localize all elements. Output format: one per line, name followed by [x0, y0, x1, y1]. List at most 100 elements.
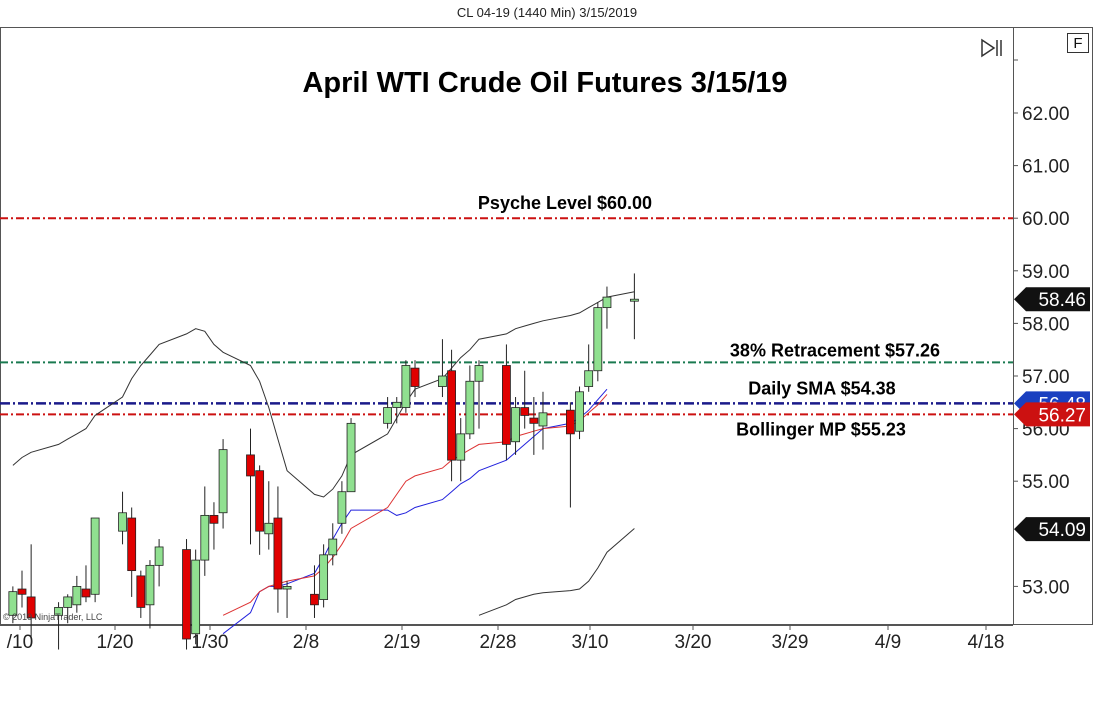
y-tick-label: 58.00: [1022, 314, 1070, 335]
candle: [145, 560, 155, 629]
x-tick-label: 3/29: [772, 632, 809, 653]
candle: [154, 539, 164, 587]
play-to-end-icon[interactable]: [980, 38, 1004, 58]
x-tick-label: 1/20: [97, 632, 134, 653]
candle-body-down: [136, 575, 146, 608]
candle-body-up: [456, 433, 466, 461]
price-tag-black: 58.46: [1014, 287, 1090, 312]
candle-body-up: [401, 365, 411, 408]
candle-body-up: [8, 591, 18, 616]
y-tick-label: 60.00: [1022, 209, 1070, 230]
candle: [264, 481, 274, 550]
candle-body-up: [465, 380, 475, 435]
candle: [273, 486, 283, 613]
candle-body-down: [255, 470, 265, 532]
price-tag-shape: [1014, 402, 1090, 427]
x-tick-label: 4/18: [968, 632, 1005, 653]
sma-line: [222, 388, 608, 635]
candle: [8, 586, 18, 624]
candle: [319, 544, 329, 608]
candle-body-up: [438, 375, 447, 387]
watermark: © 2019 NinjaTrader, LLC: [3, 612, 103, 622]
y-tick-label: 59.00: [1022, 262, 1070, 283]
candle: [593, 302, 603, 382]
y-tick-label: 55.00: [1022, 472, 1070, 493]
candle: [456, 418, 466, 482]
price-tag-label: 54.09: [1038, 520, 1086, 541]
bollinger-lower-line: [478, 528, 635, 616]
candle-body-down: [246, 454, 255, 477]
candle-body-up: [602, 296, 612, 309]
candle: [584, 344, 594, 392]
x-tick-label: 1/30: [192, 632, 229, 653]
candle: [209, 502, 219, 550]
candle: [520, 370, 530, 429]
candle: [538, 391, 548, 450]
candle-body-up: [282, 586, 292, 590]
candle-body-down: [310, 593, 319, 606]
y-tick-label: 62.00: [1022, 104, 1070, 125]
candle-body-up: [511, 407, 520, 443]
y-tick-label: 61.00: [1022, 157, 1070, 178]
candle: [465, 365, 475, 440]
candle-body-up: [319, 554, 329, 600]
candle-body-up: [218, 449, 228, 514]
candle: [511, 397, 520, 455]
candle-body-up: [584, 370, 594, 387]
candle: [218, 439, 228, 529]
candle: [90, 517, 100, 603]
f-button[interactable]: F: [1067, 33, 1089, 53]
candle: [17, 570, 27, 608]
chart-caption: CL 04-19 (1440 Min) 3/15/2019: [456, 5, 638, 20]
candle: [63, 594, 73, 624]
candle-body-up: [63, 596, 73, 608]
candle: [346, 418, 356, 493]
candle: [81, 565, 91, 603]
candlesticks: [8, 273, 639, 650]
candle-body-up: [629, 298, 639, 302]
candle: [383, 397, 393, 429]
candle-body-up: [474, 365, 484, 382]
candle: [502, 344, 511, 461]
candle: [136, 570, 146, 618]
candle: [629, 273, 639, 340]
candle: [602, 286, 612, 329]
chart-frame: [0, 27, 1093, 625]
candle-body-up: [392, 401, 402, 408]
candle: [54, 602, 63, 650]
bollinger-upper-line: [12, 291, 635, 498]
candle-body-up: [593, 307, 603, 372]
level-label-psyche: Psyche Level $60.00: [478, 193, 652, 213]
x-tick-label: /10: [7, 632, 33, 653]
x-tick-label: 2/19: [384, 632, 421, 653]
candle-body-down: [566, 409, 575, 435]
candle-body-up: [264, 522, 274, 535]
candle-body-down: [127, 517, 137, 572]
candle-body-down: [410, 367, 420, 387]
candle-body-down: [182, 549, 191, 640]
x-tick-label: 2/28: [480, 632, 517, 653]
candle-body-down: [273, 517, 283, 590]
candle-body-up: [72, 586, 82, 606]
price-tag-label: 56.27: [1038, 405, 1086, 426]
candle: [26, 544, 36, 639]
x-tick-label: 3/10: [572, 632, 609, 653]
candle-body-down: [529, 417, 539, 424]
candle: [529, 397, 539, 455]
candle-body-down: [26, 596, 36, 619]
y-tick-label: 57.00: [1022, 367, 1070, 388]
candle: [401, 360, 411, 413]
chart-title: April WTI Crude Oil Futures 3/15/19: [302, 67, 787, 99]
price-tag-red: 56.27: [1014, 402, 1090, 427]
candle-body-up: [200, 514, 210, 561]
x-tick-label: 4/9: [875, 632, 901, 653]
candle: [182, 539, 191, 650]
candle-body-up: [191, 559, 201, 635]
candle-body-up: [346, 422, 356, 493]
candle: [246, 428, 255, 545]
bollinger-mid-line: [222, 394, 608, 616]
candle-body-up: [54, 607, 63, 616]
candle-body-down: [520, 407, 530, 416]
